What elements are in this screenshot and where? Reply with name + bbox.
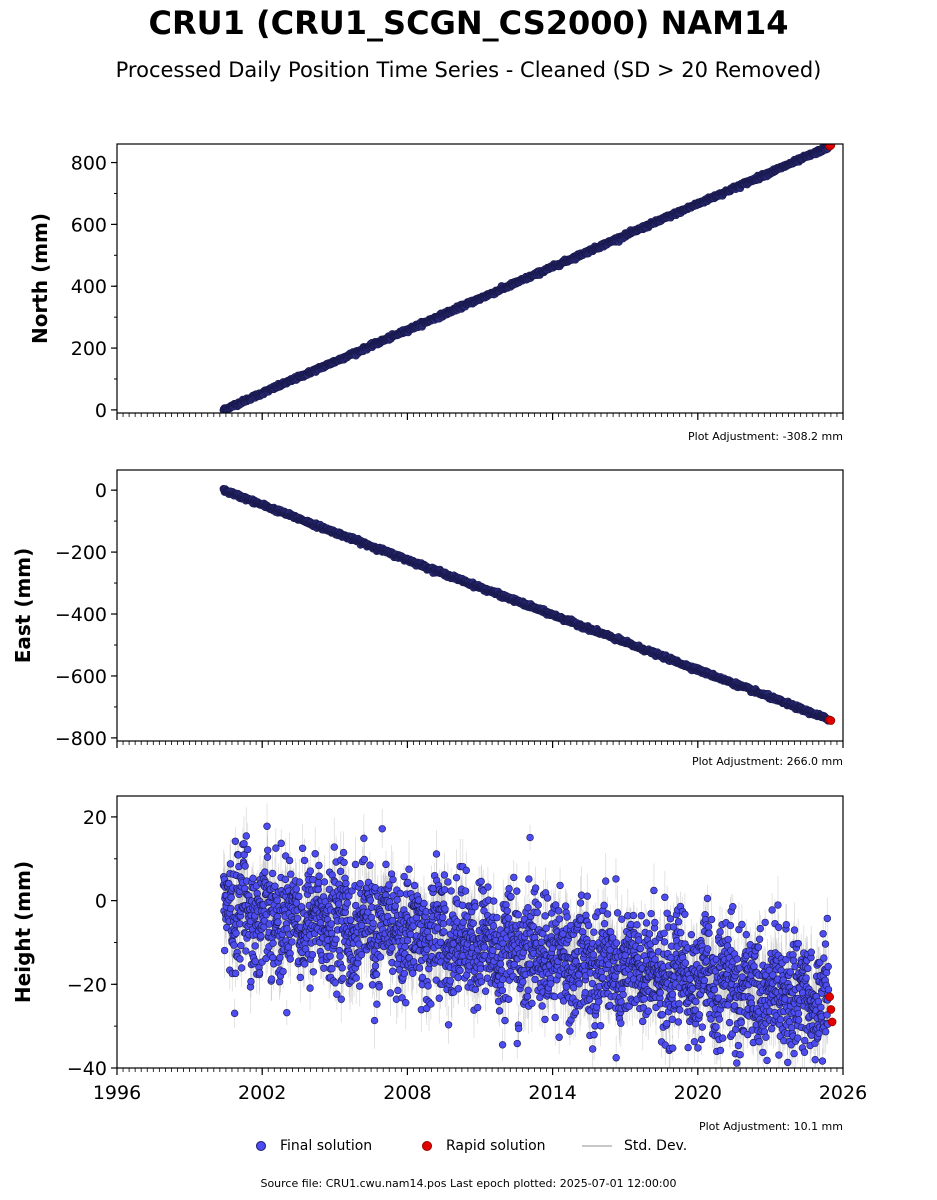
y-tick-label: −200 (55, 542, 107, 564)
plot-area-height (219, 803, 837, 1068)
y-tick-label: −800 (55, 728, 107, 750)
rapid-point (826, 716, 836, 725)
figure-subtitle: Processed Daily Position Time Series - C… (115, 58, 822, 82)
y-tick-label: 0 (95, 480, 107, 502)
plot-area-east (219, 485, 836, 725)
plot-adjustment-north: Plot Adjustment: -308.2 mm (688, 430, 843, 443)
axes-frame-east (116, 469, 844, 742)
y-axis-label-north: North (mm) (28, 213, 52, 344)
y-tick-label: 0 (95, 400, 107, 422)
final-points-north (219, 144, 833, 413)
y-tick-label: 800 (71, 153, 107, 175)
y-axis-label-east: East (mm) (11, 548, 35, 664)
y-tick-label: 400 (71, 276, 107, 298)
panel-north: 0 200 400 600 800 North (mm) Plot Adjustment: … (28, 143, 844, 443)
y-tick-label: −600 (55, 666, 107, 688)
y-tick-label: 600 (71, 214, 107, 236)
final-points-east (219, 485, 833, 725)
plot-adjustment-east: Plot Adjustment: 266.0 mm (692, 755, 843, 768)
y-tick-label: 200 (71, 338, 107, 360)
rapid-points-north (825, 144, 836, 151)
figure-title: CRU1 (CRU1_SCGN_CS2000) NAM14 (148, 4, 789, 42)
rapid-point (826, 144, 836, 150)
rapid-points-east (825, 715, 836, 725)
panel-east: 0 −200 −400 −600 −800 East (mm) Plot Adjustmen… (11, 469, 844, 768)
plot-area-north (219, 144, 836, 413)
y-tick-label: −400 (55, 604, 107, 626)
